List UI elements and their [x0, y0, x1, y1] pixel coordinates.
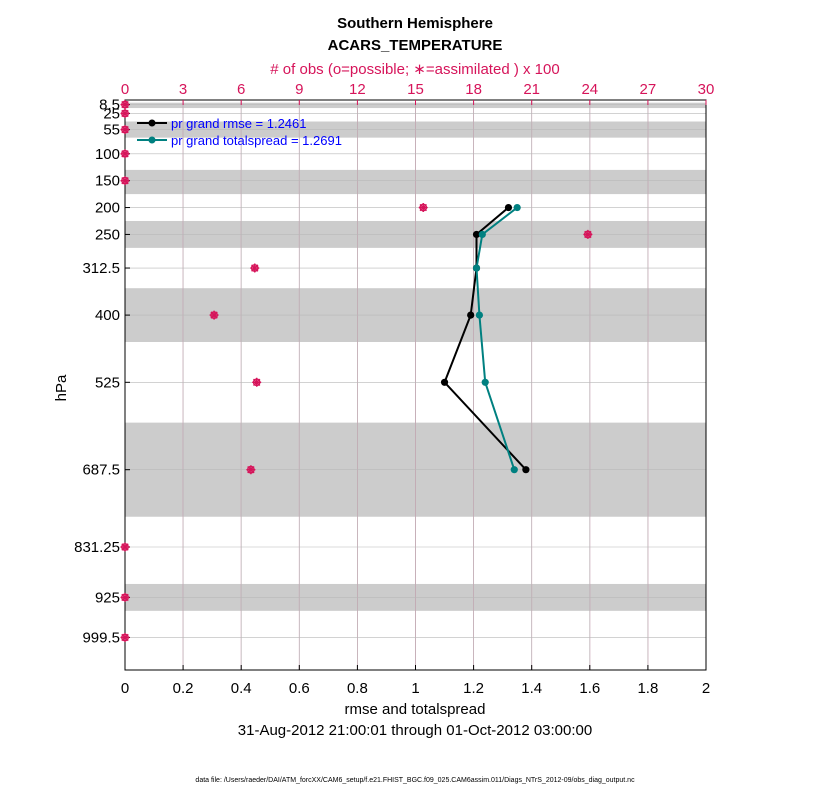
legend-spread-label: pr grand totalspread = 1.2691	[171, 133, 342, 148]
x-tick-label: 0	[121, 680, 129, 697]
chart-title: Southern Hemisphere	[337, 15, 493, 32]
x-tick-label: 0.4	[231, 680, 252, 697]
obs-assimilated-marker	[252, 377, 262, 387]
obs-assimilated-marker	[120, 176, 130, 186]
x-tick-label: 2	[702, 680, 710, 697]
obs-count-markers	[120, 100, 593, 642]
level-tick-label: 831.25	[74, 539, 120, 556]
obs-assimilated-marker	[418, 203, 428, 213]
obs-assimilated-marker	[120, 108, 130, 118]
rmse-line	[443, 206, 527, 471]
level-tick-label: 200	[95, 200, 120, 217]
obs-assimilated-marker	[120, 592, 130, 602]
level-tick-label: 400	[95, 307, 120, 324]
obs-assimilated-marker	[120, 125, 130, 135]
x-tick-label: 0.8	[347, 680, 368, 697]
level-tick-label: 925	[95, 589, 120, 606]
level-tick-label: 312.5	[82, 260, 120, 277]
chart-subtitle: ACARS_TEMPERATURE	[328, 37, 503, 54]
obs-assimilated-marker	[209, 310, 219, 320]
level-tick-label: 25	[103, 105, 120, 122]
x-tick-label: 1.8	[637, 680, 658, 697]
totalspread-point	[513, 203, 521, 212]
legend-rmse-label: pr grand rmse = 1.2461	[171, 116, 307, 131]
bottom-axis-ticks: 0 0.2 0.4 0.6 0.8 1 1.2 1.4 1.6 1.8 2	[121, 665, 710, 697]
level-tick-label: 8.5	[99, 97, 120, 114]
obs-assimilated-marker	[120, 100, 130, 110]
x-tick-label: 0.2	[173, 680, 194, 697]
top-tick-label: 21	[523, 81, 540, 98]
top-tick-label: 12	[349, 81, 366, 98]
data-series	[440, 203, 530, 474]
date-range-label: 31-Aug-2012 21:00:01 through 01-Oct-2012…	[238, 722, 592, 739]
totalspread-point	[510, 466, 518, 474]
totalspread-point	[478, 230, 486, 239]
level-tick-label: 687.5	[82, 462, 120, 479]
obs-assimilated-marker	[583, 229, 593, 239]
level-tick-label: 525	[95, 374, 120, 391]
level-tick-label: 55	[103, 122, 120, 139]
x-tick-label: 1.4	[521, 680, 542, 697]
obs-assimilated-marker	[250, 263, 260, 273]
x-tick-label: 1.6	[579, 680, 600, 697]
obs-assimilated-marker	[120, 542, 130, 552]
totalspread-point	[475, 311, 484, 319]
rmse-point	[504, 203, 513, 212]
totalspread-point	[481, 378, 489, 386]
top-axis-label: # of obs (o=possible; ∗=assimilated ) x …	[270, 61, 559, 78]
top-tick-label: 3	[179, 81, 187, 98]
top-tick-label: 6	[237, 81, 245, 98]
x-axis-label: rmse and totalspread	[345, 701, 486, 718]
top-tick-label: 27	[640, 81, 657, 98]
rmse-point	[472, 230, 481, 239]
level-tick-label: 150	[95, 173, 120, 190]
top-axis-ticks: 0 3 6 9 12 15 18 21 24 27 30	[121, 81, 715, 105]
rmse-point	[467, 311, 475, 319]
y-axis-label: hPa	[53, 374, 70, 401]
top-tick-label: 15	[407, 81, 424, 98]
top-tick-label: 0	[121, 81, 129, 98]
footer-data-file: data file: /Users/raeder/DAI/ATM_forcXX/…	[195, 777, 635, 784]
rmse-point	[522, 466, 530, 474]
rmse-point	[440, 378, 449, 386]
legend: pr grand rmse = 1.2461 pr grand totalspr…	[137, 116, 342, 148]
x-tick-label: 0.6	[289, 680, 310, 697]
level-tick-label: 999.5	[82, 629, 120, 646]
obs-assimilated-marker	[120, 149, 130, 159]
totalspread-line	[475, 206, 518, 471]
level-tick-label: 250	[95, 226, 120, 243]
x-tick-label: 1.2	[463, 680, 484, 697]
top-tick-label: 9	[295, 81, 303, 98]
top-tick-label: 18	[465, 81, 482, 98]
obs-assimilated-marker	[120, 632, 130, 642]
level-tick-label: 100	[95, 146, 120, 163]
legend-spread-marker	[148, 136, 156, 144]
obs-assimilated-marker	[246, 465, 256, 475]
legend-rmse-marker	[148, 119, 156, 127]
totalspread-point	[472, 264, 481, 272]
top-tick-label: 24	[581, 81, 598, 98]
x-tick-label: 1	[411, 680, 419, 697]
top-tick-label: 30	[698, 81, 715, 98]
